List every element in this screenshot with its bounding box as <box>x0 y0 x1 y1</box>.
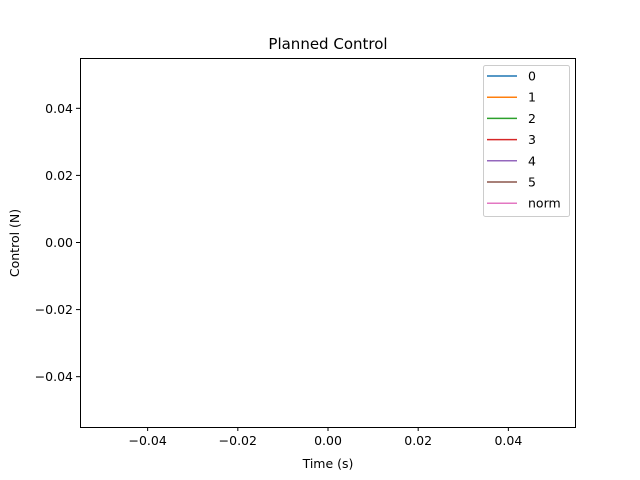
legend-entry-label: 5 <box>528 175 536 190</box>
legend-box <box>483 65 570 217</box>
x-axis-label: Time (s) <box>302 456 354 471</box>
chart-title: Planned Control <box>268 35 387 53</box>
y-tick-label: 0.00 <box>45 235 73 250</box>
x-tick-label: −0.04 <box>128 433 166 448</box>
legend-entry-label: 1 <box>528 90 536 105</box>
legend: 0 1 2 3 4 5 norm <box>483 65 570 217</box>
y-tick-label: 0.04 <box>45 101 73 116</box>
x-tick-label: 0.04 <box>494 433 522 448</box>
legend-entry-label: 2 <box>528 111 536 126</box>
y-tick-label: −0.02 <box>35 302 73 317</box>
x-axis: −0.04 −0.02 0.00 0.02 0.04 <box>128 427 522 448</box>
y-axis: 0.04 0.02 0.00 −0.02 −0.04 <box>35 101 80 384</box>
legend-entry-label: 3 <box>528 132 536 147</box>
legend-entry-label: 4 <box>528 153 536 168</box>
x-tick-label: 0.00 <box>314 433 342 448</box>
y-tick-label: 0.02 <box>45 168 73 183</box>
y-axis-label: Control (N) <box>7 209 22 277</box>
y-tick-label: −0.04 <box>35 369 73 384</box>
x-tick-label: −0.02 <box>219 433 257 448</box>
x-tick-label: 0.02 <box>404 433 432 448</box>
legend-entry-label: norm <box>528 196 561 211</box>
legend-entry-label: 0 <box>528 69 536 84</box>
